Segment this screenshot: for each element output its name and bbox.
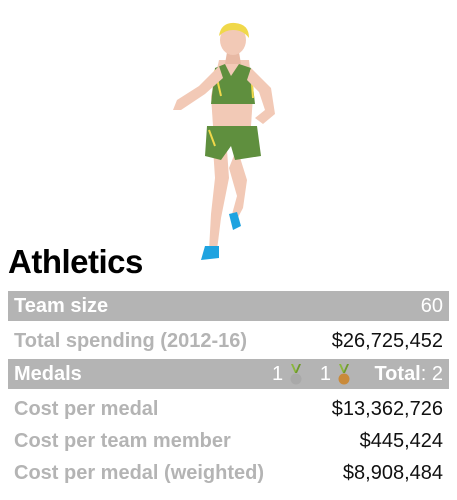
cost-per-medal-value: $13,362,726	[331, 398, 443, 420]
team-size-value: 60	[420, 295, 443, 317]
head	[220, 25, 246, 55]
medals-total-value: 2	[431, 363, 443, 385]
medals-total: Total: 2	[374, 359, 443, 389]
team-size-label: Team size	[14, 295, 109, 317]
silver-count: 1	[272, 363, 284, 385]
cost-weighted-value: $8,908,484	[342, 462, 443, 484]
total-spending-label: Total spending (2012-16)	[14, 330, 248, 352]
back-leg	[229, 148, 247, 223]
medals-total-label: Total	[374, 363, 421, 385]
cost-per-member-label: Cost per team member	[14, 430, 231, 452]
bronze-medal-icon	[337, 363, 351, 386]
hair	[219, 22, 249, 38]
bronze-count: 1	[319, 363, 331, 385]
cost-per-medal-label: Cost per medal	[14, 398, 159, 420]
team-size-row: Team size 60	[8, 291, 449, 321]
singlet	[211, 64, 255, 104]
total-spending-row: Total spending (2012-16) $26,725,452	[8, 326, 449, 356]
medals-label: Medals	[14, 363, 82, 385]
medals-row: Medals 1 1 Total: 2	[8, 359, 449, 389]
right-arm	[247, 68, 275, 124]
cost-weighted-label: Cost per medal (weighted)	[14, 462, 265, 484]
cost-per-member-row: Cost per team member $445,424	[8, 426, 449, 456]
left-arm	[173, 66, 223, 110]
front-leg	[209, 148, 229, 250]
front-shoe	[201, 246, 219, 260]
cost-per-member-value: $445,424	[359, 430, 443, 452]
cost-weighted-row: Cost per medal (weighted) $8,908,484	[8, 458, 449, 488]
cost-per-medal-row: Cost per medal $13,362,726	[8, 394, 449, 424]
silver-medal-icon	[289, 363, 303, 386]
total-spending-value: $26,725,452	[331, 330, 443, 352]
sprinter-illustration	[173, 22, 275, 260]
page-title: Athletics	[8, 243, 143, 280]
back-shoe	[229, 212, 241, 230]
medal-counts: 1 1	[272, 359, 351, 389]
medals-total-sep: :	[420, 363, 427, 385]
shorts	[205, 126, 261, 160]
